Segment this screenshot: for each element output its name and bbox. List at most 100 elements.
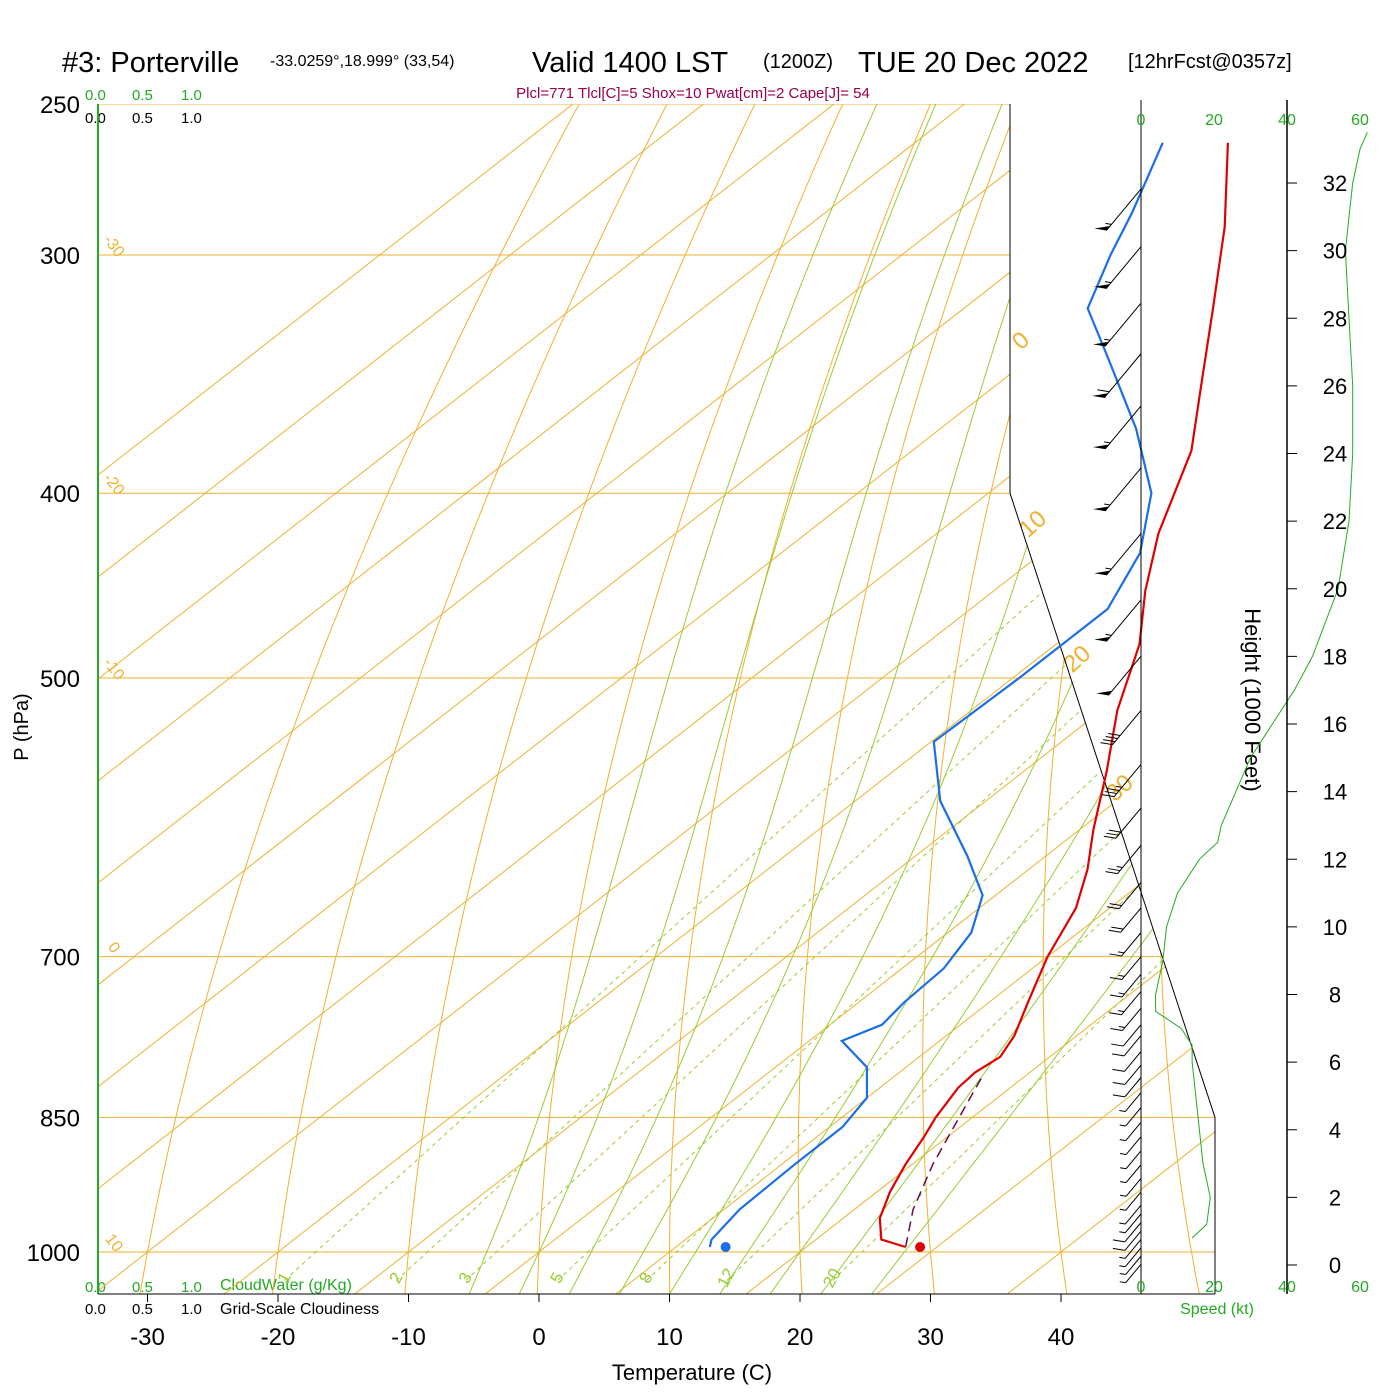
dry-adiabat-10 [669, 104, 1014, 1294]
speed-tick-top-20: 20 [1205, 112, 1223, 129]
cloud-scale-bottom-green-0: 0.0 [85, 1279, 106, 1296]
pressure-tick-250: 250 [40, 92, 80, 119]
x-tick--10: -10 [391, 1324, 426, 1351]
cloud-scale-top-black-2: 1.0 [181, 110, 202, 127]
wind-barb [1109, 991, 1142, 1016]
height-tick-12: 12 [1323, 847, 1347, 872]
x-tick--30: -30 [130, 1324, 165, 1351]
mixing-ratio-label-8: 8 [635, 1269, 656, 1286]
wind-barb [1112, 1230, 1142, 1251]
height-tick-26: 26 [1323, 374, 1347, 399]
cloud-scale-bottom-green-2: 1.0 [181, 1279, 202, 1296]
wind-barb [1109, 932, 1142, 957]
y-axis-title: P (hPa) [11, 693, 33, 760]
forecast-info: [12hrFcst@0357z] [1128, 51, 1292, 73]
moist-adiabat-12 [645, 104, 1168, 1294]
speed-profile-line [1155, 132, 1368, 1239]
wind-barb [1096, 655, 1142, 696]
wind-barb [1120, 1150, 1142, 1170]
speed-tick-bottom-60: 60 [1351, 1279, 1369, 1296]
cloud-scale-top-green-0: 0.0 [85, 87, 106, 104]
wind-barb [1119, 1255, 1142, 1275]
speed-tick-top-0: 0 [1137, 112, 1146, 129]
station-title: #3: Porterville [62, 47, 239, 79]
isotherm-30 [829, 104, 1215, 1294]
speed-axis-title: Speed (kt) [1180, 1301, 1254, 1318]
surface-temperature-marker [915, 1242, 926, 1253]
height-tick-18: 18 [1323, 644, 1347, 669]
wind-barb [1094, 188, 1142, 231]
height-tick-20: 20 [1323, 577, 1347, 602]
cloud-scale-bottom-black-2: 1.0 [181, 1301, 202, 1318]
wind-barb [1094, 599, 1142, 642]
moist-adiabat-4 [548, 104, 1003, 1294]
isotherm--50 [98, 104, 1215, 1294]
moist-adiabat-8 [597, 104, 1079, 1294]
wind-barb [1092, 353, 1142, 399]
isotherm-label--30: -30 [100, 232, 128, 261]
wind-barb [1109, 956, 1142, 980]
isotherm--30 [98, 104, 1215, 1294]
speed-tick-top-40: 40 [1278, 112, 1296, 129]
wind-barb [1119, 1239, 1142, 1259]
isotherm--110 [98, 104, 810, 1294]
sounding-parameters: Plcl=771 Tlcl[C]=5 Shox=10 Pwat[cm]=2 Ca… [516, 85, 870, 102]
wind-barb [1119, 1213, 1142, 1234]
isotherm--90 [98, 104, 1071, 1294]
wind-barb [1119, 1121, 1142, 1142]
dry-adiabat-label-0: 0 [1007, 326, 1035, 355]
dry-adiabat--20 [267, 104, 767, 1294]
speed-tick-top-60: 60 [1351, 112, 1369, 129]
cloud-scale-top-black-0: 0.0 [85, 110, 106, 127]
moist-adiabat--4 [452, 104, 878, 1294]
mixing-ratio-label-12: 12 [713, 1265, 739, 1291]
pressure-tick-850: 850 [40, 1105, 80, 1132]
parcel-line [904, 1077, 983, 1248]
wind-barb [1107, 882, 1142, 910]
wind-barb [1100, 710, 1142, 746]
mixing-ratio-5 [557, 492, 1215, 1281]
cloudwater-label: CloudWater (g/Kg) [220, 1277, 352, 1294]
isotherm--40 [98, 104, 1215, 1294]
mixing-ratio-label-3: 3 [455, 1269, 476, 1286]
temperature-line [878, 142, 1229, 1249]
wind-barb [1120, 1164, 1142, 1184]
wind-barb [1093, 405, 1142, 450]
valid-date: TUE 20 Dec 2022 [858, 47, 1089, 79]
height-tick-14: 14 [1323, 780, 1347, 805]
x-tick-10: 10 [656, 1324, 683, 1351]
wind-barb [1102, 764, 1142, 798]
wind-barb [1108, 907, 1142, 933]
isotherm--20 [176, 104, 1215, 1294]
pressure-tick-300: 300 [40, 243, 80, 270]
cloud-scale-bottom-black-0: 0.0 [85, 1301, 106, 1318]
mixing-ratio-1 [284, 492, 1152, 1281]
wind-barb [1119, 1191, 1142, 1211]
wind-barb [1109, 973, 1142, 998]
wind-barb [1093, 246, 1142, 290]
isotherm--100 [98, 104, 941, 1294]
mixing-ratio-label-20: 20 [819, 1265, 845, 1291]
dewpoint-line [708, 142, 1164, 1248]
height-tick-6: 6 [1329, 1050, 1341, 1075]
isotherm-label-0: 0 [104, 939, 123, 957]
wind-barb [1110, 1007, 1142, 1032]
isotherm--80 [98, 104, 1202, 1294]
wind-barb [1119, 1247, 1142, 1268]
cloud-scale-bottom-green-1: 0.5 [132, 1279, 153, 1296]
surface-dewpoint-marker [720, 1242, 731, 1253]
wind-barb [1112, 1077, 1142, 1098]
wind-barb [1119, 1092, 1142, 1113]
height-tick-0: 0 [1329, 1253, 1341, 1278]
dry-adiabat-70 [1383, 0, 1400, 1331]
wind-barb [1120, 1136, 1142, 1156]
x-tick-20: 20 [787, 1324, 814, 1351]
zulu-time: (1200Z) [763, 51, 833, 73]
isotherm-label--20: -20 [100, 470, 128, 499]
x-tick-0: 0 [532, 1324, 545, 1351]
pressure-tick-700: 700 [40, 945, 80, 972]
pressure-tick-400: 400 [40, 481, 80, 508]
cloud-scale-bottom-black-1: 0.5 [132, 1301, 153, 1318]
dry-adiabat--10 [401, 104, 850, 1294]
